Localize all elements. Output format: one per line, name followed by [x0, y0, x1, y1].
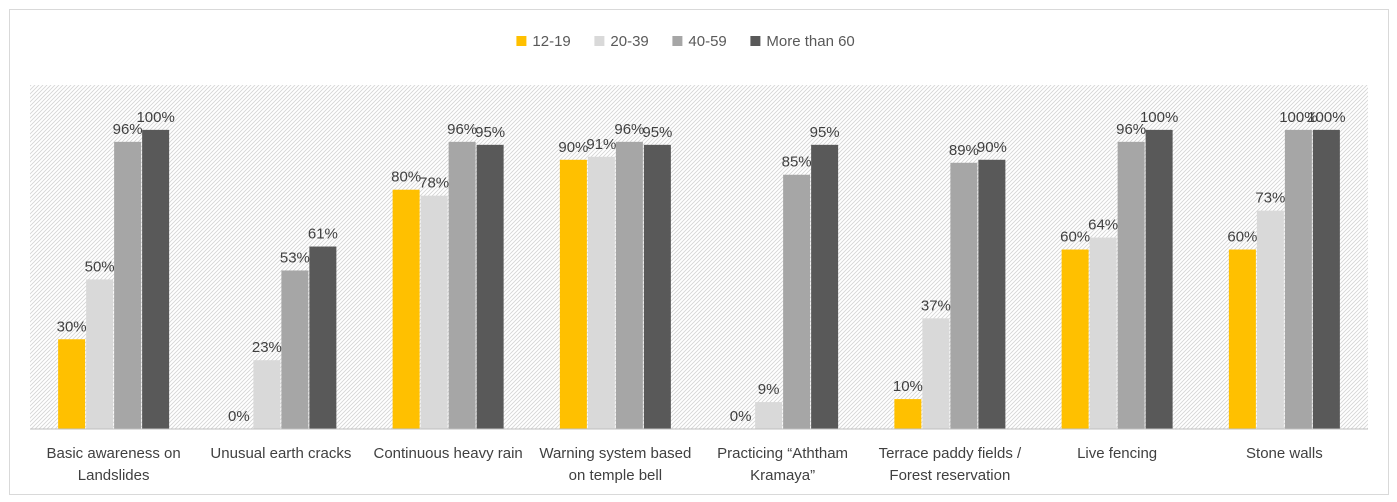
- bar-8-3: [1284, 129, 1312, 429]
- value-label-6-4: 90%: [977, 139, 1007, 156]
- bar-4-4: [643, 144, 671, 429]
- value-label-6-3: 89%: [949, 142, 979, 159]
- category-label-4-line-1: Warning system based: [539, 445, 691, 462]
- bar-5-4: [811, 144, 839, 429]
- value-label-3-3: 96%: [447, 121, 477, 138]
- bar-2-4: [309, 246, 337, 429]
- bar-6-4: [978, 159, 1006, 430]
- bar-8-4: [1312, 129, 1340, 429]
- legend: 12-19 20-39 40-59 More than 60: [516, 33, 855, 50]
- value-label-1-3: 96%: [113, 121, 143, 138]
- bar-3-3: [448, 141, 476, 429]
- bar-chart: 12-19 20-39 40-59 More than 60 30%50%96%100…: [30, 33, 1368, 484]
- value-label-2-3: 53%: [280, 249, 310, 266]
- bar-1-2: [86, 279, 114, 429]
- legend-swatch-3: [672, 36, 683, 46]
- bar-5-3: [783, 174, 811, 429]
- value-label-4-3: 96%: [614, 121, 644, 138]
- value-label-7-1: 60%: [1060, 229, 1090, 246]
- value-label-3-1: 80%: [391, 169, 421, 186]
- bar-1-4: [142, 129, 170, 429]
- bar-4-3: [615, 141, 643, 429]
- category-label-2: Unusual earth cracks: [210, 445, 351, 462]
- bars: [58, 129, 1340, 430]
- value-label-5-1: 0%: [730, 408, 752, 425]
- value-label-4-1: 90%: [558, 139, 588, 156]
- category-label-6-line-1: Terrace paddy fields /: [879, 445, 1022, 462]
- legend-label-1: 12-19: [532, 33, 570, 50]
- bar-8-1: [1228, 249, 1256, 429]
- legend-swatch-1: [516, 36, 527, 46]
- chart-frame: 12-19 20-39 40-59 More than 60 30% 50% 96% 100…: [9, 9, 1389, 495]
- bar-7-4: [1145, 129, 1173, 429]
- value-label-5-3: 85%: [782, 154, 812, 171]
- category-label-8: Stone walls: [1246, 445, 1323, 462]
- value-label-1-1: 30%: [57, 318, 87, 335]
- value-label-3-2: 78%: [419, 175, 449, 192]
- value-label-6-1: 10%: [893, 378, 923, 395]
- bar-6-2: [922, 318, 950, 429]
- value-label-6-2: 37%: [921, 297, 951, 314]
- value-label-2-2: 23%: [252, 339, 282, 356]
- bar-5-2: [755, 402, 783, 429]
- bar-1-1: [58, 339, 86, 429]
- legend-label-2: 20-39: [610, 33, 648, 50]
- bar-2-2: [253, 360, 281, 429]
- bar-4-2: [587, 156, 615, 429]
- value-label-5-4: 95%: [810, 124, 840, 141]
- value-label-1-2: 50%: [85, 258, 115, 275]
- category-label-3: Continuous heavy rain: [373, 445, 522, 462]
- bar-8-2: [1256, 210, 1284, 429]
- category-label-4-line-2: on temple bell: [569, 467, 662, 484]
- bar-3-1: [392, 189, 420, 429]
- category-label-5-line-2: Kramaya”: [750, 467, 815, 484]
- bar-1-3: [114, 141, 142, 429]
- category-label-1-line-1: Basic awareness on: [47, 445, 181, 462]
- legend-swatch-2: [594, 36, 605, 46]
- plot-area: [30, 85, 1368, 429]
- bar-4-1: [559, 159, 587, 430]
- legend-label-4: More than 60: [766, 33, 854, 50]
- value-label-1-4: 100%: [136, 109, 174, 126]
- legend-label-3: 40-59: [688, 33, 726, 50]
- value-label-8-4: 100%: [1307, 109, 1345, 126]
- bar-3-2: [420, 195, 448, 429]
- value-labels: 30%50%96%100%0%23%53%61%80%78%96%95%90%9…: [57, 109, 1346, 425]
- value-label-3-4: 95%: [475, 124, 505, 141]
- value-label-2-1: 0%: [228, 408, 250, 425]
- category-label-7: Live fencing: [1077, 445, 1157, 462]
- category-label-1-line-2: Landslides: [78, 467, 150, 484]
- value-label-8-1: 60%: [1227, 229, 1257, 246]
- category-label-5-line-1: Practicing “Aththam: [717, 445, 848, 462]
- value-label-5-2: 9%: [758, 381, 780, 398]
- legend-swatch-4: [750, 36, 761, 46]
- bar-3-4: [476, 144, 504, 429]
- bar-7-2: [1089, 237, 1117, 429]
- value-label-8-2: 73%: [1255, 190, 1285, 207]
- value-label-4-4: 95%: [642, 124, 672, 141]
- value-label-4-2: 91%: [586, 136, 616, 153]
- value-label-7-3: 96%: [1116, 121, 1146, 138]
- bar-6-3: [950, 162, 978, 429]
- bar-7-1: [1061, 249, 1089, 429]
- bar-6-1: [894, 399, 922, 429]
- bar-2-3: [281, 270, 309, 429]
- value-label-7-4: 100%: [1140, 109, 1178, 126]
- value-label-8-3: 100%: [1279, 109, 1317, 126]
- value-label-2-4: 61%: [308, 226, 338, 243]
- bar-7-3: [1117, 141, 1145, 429]
- category-labels: Basic awareness on Landslides Unusual eart…: [47, 445, 1323, 484]
- value-label-7-2: 64%: [1088, 217, 1118, 234]
- category-label-6-line-2: Forest reservation: [889, 467, 1010, 484]
